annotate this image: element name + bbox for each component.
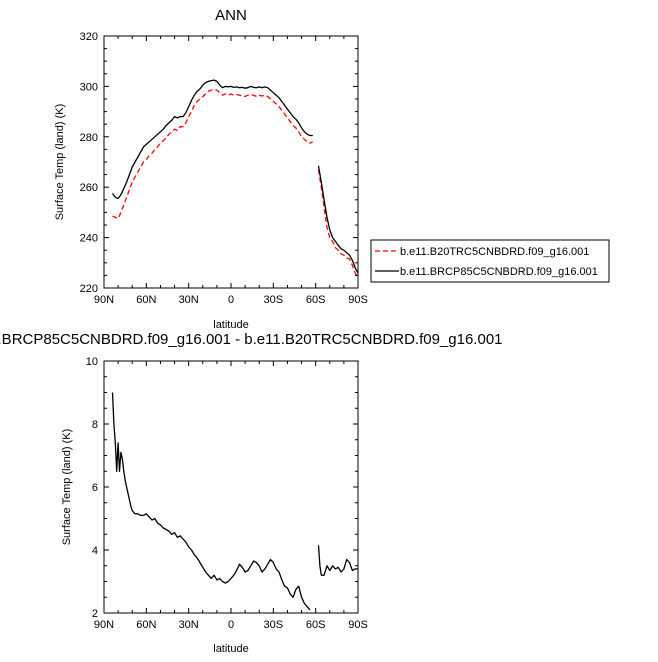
- chart-2-ytick-label-3: 8: [92, 419, 98, 431]
- chart-1-ytick-label-1: 240: [80, 233, 98, 245]
- chart-2-xtick-label-1: 60N: [136, 619, 156, 631]
- chart-1-ytick-label-4: 300: [80, 81, 98, 93]
- chart-1-ylabel: Surface Temp (land) (K): [54, 104, 66, 221]
- chart-1-xtick-label-2: 30N: [179, 294, 199, 306]
- chart-1-ytick-label-0: 220: [80, 283, 98, 295]
- chart-1-title: ANN: [215, 7, 247, 24]
- chart-1-series-1-segment-2: [317, 169, 359, 279]
- legend-box: [370, 239, 610, 283]
- chart-2-xtick-label-6: 90S: [348, 619, 368, 631]
- chart-1-xtick-label-4: 30S: [264, 294, 284, 306]
- chart-1-xtick-label-6: 90S: [348, 294, 368, 306]
- chart-1-ytick-label-3: 280: [80, 132, 98, 144]
- legend-label-2: b.e11.BRCP85C5CNBDRD.f09_g16.001: [400, 266, 598, 278]
- chart-2-ytick-label-2: 6: [92, 482, 98, 494]
- chart-2-xtick-label-2: 30N: [179, 619, 199, 631]
- chart-1-xtick-label-0: 90N: [94, 294, 114, 306]
- chart-2-plot-frame: [103, 360, 359, 614]
- chart-1-xlabel: latitude: [213, 319, 248, 331]
- chart-1-series-2-segment-2: [317, 165, 359, 274]
- chart-2-xtick-label-4: 30S: [264, 619, 284, 631]
- chart-1-series-2-segment-1: [111, 79, 313, 200]
- chart-1-xtick-label-5: 60S: [306, 294, 326, 306]
- chart-2-xlabel: latitude: [213, 643, 248, 655]
- chart-2-ylabel: Surface Temp (land) (K): [61, 429, 73, 546]
- legend-label-1: b.e11.B20TRC5CNBDRD.f09_g16.001: [400, 246, 589, 258]
- chart-2-ytick-label-4: 10: [86, 356, 98, 368]
- chart-2-xtick-label-3: 0: [228, 619, 234, 631]
- chart-1-ytick-label-5: 320: [80, 31, 98, 43]
- chart-2-series-1-segment-1: [111, 392, 311, 611]
- chart-1-ytick-label-2: 260: [80, 182, 98, 194]
- chart-2-xtick-label-5: 60S: [306, 619, 326, 631]
- chart-1-xtick-label-3: 0: [228, 294, 234, 306]
- chart-2-series-1-segment-2: [317, 545, 358, 576]
- chart-1-series-1-segment-1: [112, 88, 314, 220]
- chart-2-title: .BRCP85C5CNBDRD.f09_g16.001 - b.e11.B20T…: [0, 331, 502, 348]
- chart-1-xtick-label-1: 60N: [136, 294, 156, 306]
- chart-2-ytick-label-1: 4: [92, 545, 98, 557]
- chart-2-ytick-label-0: 2: [92, 608, 98, 620]
- chart-1-plot-frame: [103, 35, 359, 289]
- chart-2-xtick-label-0: 90N: [94, 619, 114, 631]
